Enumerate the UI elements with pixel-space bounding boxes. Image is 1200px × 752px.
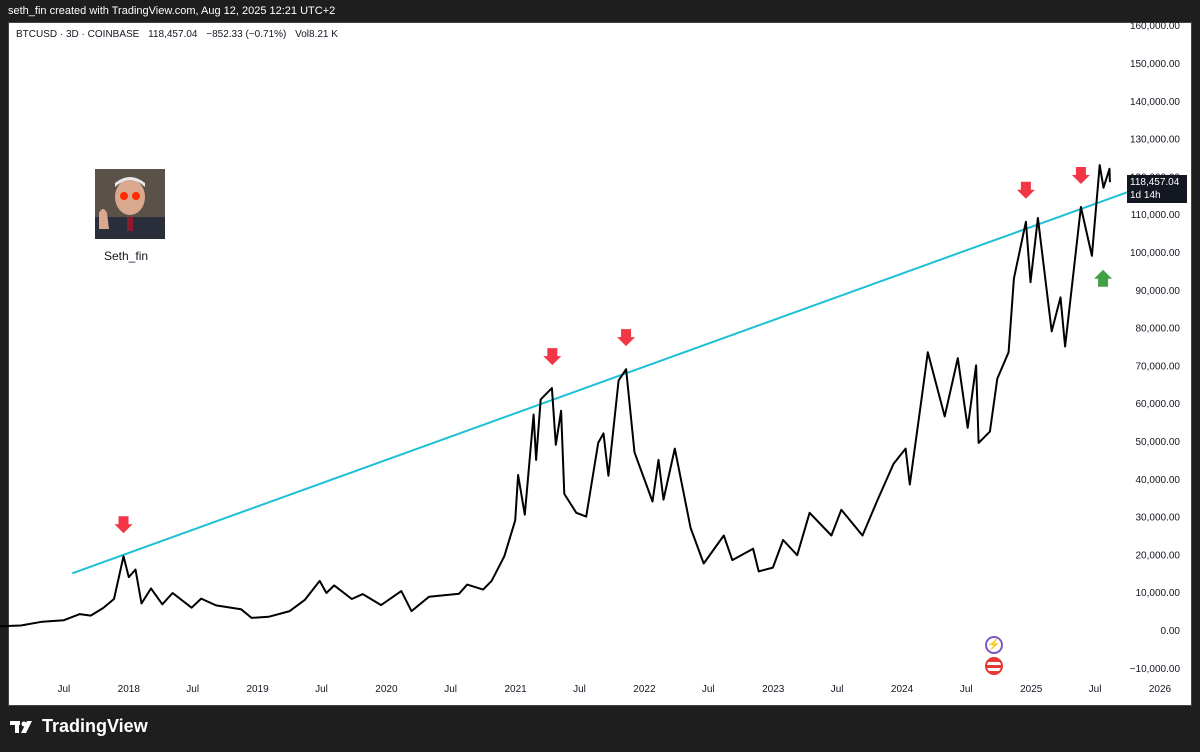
y-tick-label: 110,000.00	[1131, 210, 1181, 221]
x-tick-label: Jul	[831, 684, 844, 695]
x-tick-label: Jul	[573, 684, 586, 695]
symbol-info: BTCUSD · 3D · COINBASE 118,457.04 −852.3…	[16, 29, 344, 40]
y-tick-label: 90,000.00	[1136, 286, 1181, 297]
y-tick-label: 50,000.00	[1136, 437, 1181, 448]
price-chart[interactable]: 160,000.00 150,000.00 140,000.00 130,000.00…	[0, 0, 1200, 706]
volume: Vol8.21 K	[295, 29, 338, 40]
footer-bar	[0, 706, 1200, 752]
chart-frame[interactable]	[8, 22, 1192, 706]
x-tick-label: 2020	[375, 684, 398, 695]
x-tick-label: Jul	[315, 684, 328, 695]
y-tick-label: 70,000.00	[1136, 361, 1181, 372]
y-tick-label: 10,000.00	[1136, 588, 1181, 599]
y-tick-label: 130,000.00	[1130, 135, 1180, 146]
down-arrow-icon	[114, 516, 133, 534]
y-tick-label: 140,000.00	[1130, 97, 1180, 108]
x-tick-label: Jul	[1089, 684, 1102, 695]
symbol-name: BTCUSD · 3D · COINBASE	[16, 29, 140, 40]
y-tick-label: −10,000.00	[1130, 664, 1181, 675]
x-tick-label: 2022	[633, 684, 656, 695]
y-tick-label: 150,000.00	[1130, 59, 1180, 70]
us-flag-icon[interactable]	[985, 657, 1003, 675]
x-tick-label: 2024	[891, 684, 914, 695]
lightning-icon[interactable]: ⚡	[985, 636, 1003, 654]
x-tick-label: Jul	[57, 684, 70, 695]
last-price: 118,457.04	[148, 29, 198, 40]
y-tick-label: 80,000.00	[1136, 324, 1181, 335]
chart-credit: seth_fin created with TradingView.com, A…	[0, 0, 1200, 22]
avatar-name: Seth_fin	[104, 249, 149, 263]
y-tick-label: 30,000.00	[1136, 513, 1181, 524]
price-line	[0, 164, 1111, 628]
x-tick-label: 2018	[118, 684, 141, 695]
x-tick-label: Jul	[444, 684, 457, 695]
down-arrow-icon	[1016, 181, 1035, 199]
y-tick-label: 20,000.00	[1136, 550, 1181, 561]
y-tick-label: 60,000.00	[1136, 399, 1181, 410]
down-arrow-icon	[617, 329, 636, 347]
y-tick-label: 40,000.00	[1136, 475, 1181, 486]
x-tick-label: Jul	[960, 684, 973, 695]
price-tag-value: 118,457.04	[1130, 177, 1180, 188]
y-tick-label: 160,000.00	[1130, 21, 1180, 32]
y-tick-label: 0.00	[1161, 626, 1181, 637]
x-tick-label: Jul	[702, 684, 715, 695]
x-tick-label: Jul	[186, 684, 199, 695]
x-tick-label: 2019	[246, 684, 269, 695]
tradingview-logo[interactable]: TradingView	[10, 716, 148, 737]
avatar	[95, 169, 165, 239]
x-tick-label: 2025	[1020, 684, 1043, 695]
down-arrow-icon	[1071, 167, 1090, 185]
up-arrow-icon	[1094, 269, 1113, 287]
y-tick-label: 100,000.00	[1130, 248, 1180, 259]
tradingview-logo-icon	[10, 720, 32, 733]
tradingview-brand: TradingView	[42, 716, 148, 736]
last-price-tag: 118,457.04 1d 14h	[1127, 175, 1187, 203]
down-arrow-icon	[543, 348, 562, 366]
x-tick-label: 2021	[504, 684, 527, 695]
x-tick-label: 2023	[762, 684, 785, 695]
price-tag-countdown: 1d 14h	[1130, 190, 1161, 201]
x-tick-label: 2026	[1149, 684, 1172, 695]
price-change: −852.33 (−0.71%)	[206, 29, 287, 40]
